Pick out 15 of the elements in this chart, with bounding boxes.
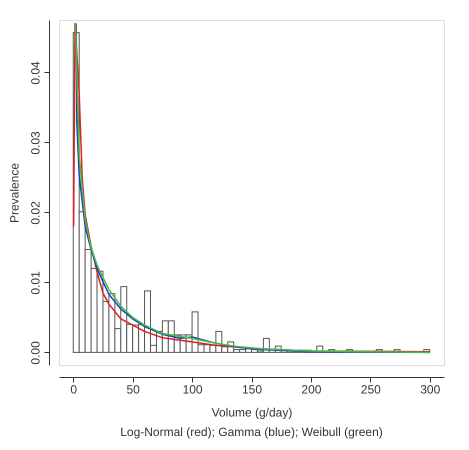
x-axis-title: Volume (g/day)	[212, 406, 292, 420]
x-tick-label: 250	[360, 382, 382, 396]
x-tick-label: 0	[70, 382, 78, 396]
y-tick-label: 0.02	[28, 200, 42, 225]
x-tick-label: 200	[301, 382, 322, 396]
y-tick-label: 0.00	[28, 340, 42, 365]
text: Log-Normal (red); Gamma (blue); Weibull (green)	[120, 425, 383, 439]
y-tick-label: 0.04	[28, 60, 42, 85]
y-tick-label: 0.03	[28, 130, 42, 155]
x-tick-label: 100	[182, 382, 203, 396]
x-tick-label: 300	[420, 382, 441, 396]
x-tick-label: 150	[242, 382, 262, 396]
x-tick-label: 50	[126, 382, 140, 396]
y-axis-title: Prevalence	[8, 162, 22, 224]
y-tick-label: 0.01	[28, 270, 42, 295]
